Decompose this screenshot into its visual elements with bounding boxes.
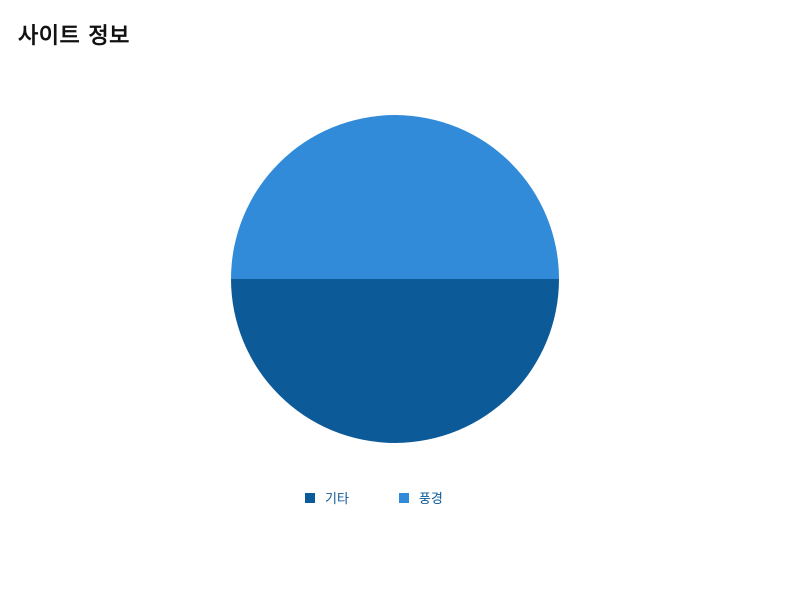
legend-item-1[interactable]: 풍경 <box>398 488 443 507</box>
chart-legend: 기타 풍경 <box>305 488 493 507</box>
pie-slices <box>231 115 559 443</box>
legend-swatch-1 <box>398 492 409 503</box>
pie-slice-1[interactable] <box>231 115 559 279</box>
legend-swatch-0 <box>305 492 315 503</box>
page-title: 사이트 정보 <box>18 24 130 49</box>
pie-slice-0[interactable] <box>231 279 559 443</box>
legend-label-1: 풍경 <box>418 492 443 507</box>
legend-label-0: 기타 <box>325 492 349 507</box>
legend-item-0[interactable]: 기타 <box>305 488 349 507</box>
